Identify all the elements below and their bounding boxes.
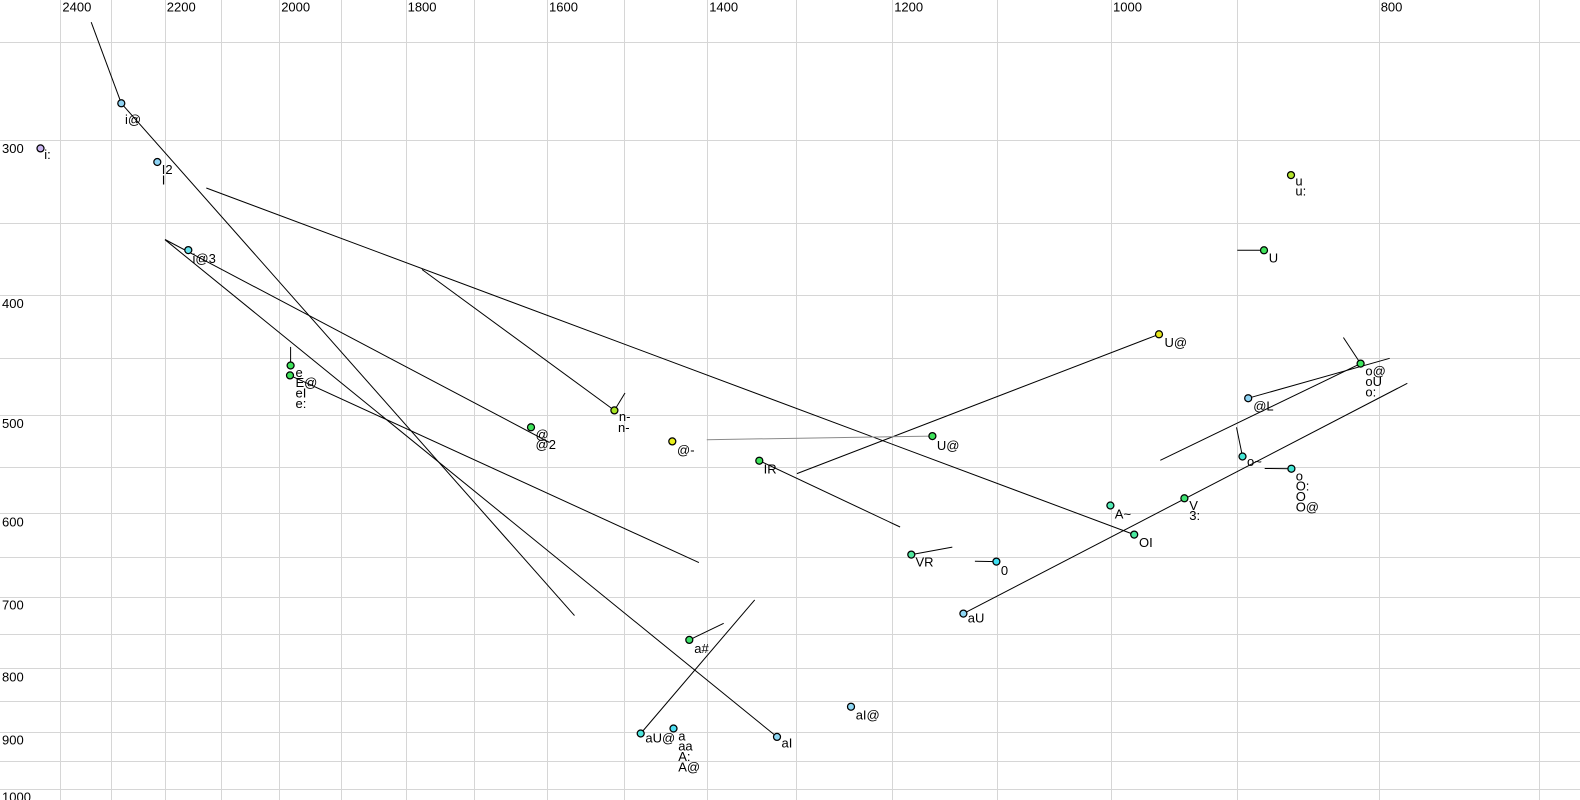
svg-text:oU: oU <box>1365 374 1382 389</box>
svg-text:@2: @2 <box>536 437 556 452</box>
svg-text:n-: n- <box>618 420 630 435</box>
svg-text:IR: IR <box>764 462 777 477</box>
svg-text:400: 400 <box>2 296 24 311</box>
svg-text:600: 600 <box>2 514 24 529</box>
svg-text:U: U <box>1269 251 1278 266</box>
svg-text:@: @ <box>536 427 549 442</box>
svg-text:a: a <box>678 728 686 743</box>
svg-text:1600: 1600 <box>549 0 578 15</box>
svg-text:aU@: aU@ <box>645 730 675 745</box>
svg-text:I2: I2 <box>162 162 173 177</box>
svg-text:A@: A@ <box>678 759 700 774</box>
svg-text:U@: U@ <box>937 438 960 453</box>
svg-text:aa: aa <box>678 739 693 754</box>
svg-text:2200: 2200 <box>167 0 196 15</box>
svg-text:0: 0 <box>1001 563 1008 578</box>
svg-text:300: 300 <box>2 141 24 156</box>
svg-text:500: 500 <box>2 416 24 431</box>
svg-text:800: 800 <box>2 669 24 684</box>
svg-text:1000: 1000 <box>1113 0 1142 15</box>
svg-text:o:: o: <box>1365 384 1376 399</box>
svg-text:800: 800 <box>1381 0 1403 15</box>
svg-text:@L: @L <box>1253 399 1273 414</box>
svg-text:1200: 1200 <box>894 0 923 15</box>
svg-text:aU: aU <box>968 611 985 626</box>
svg-text:O: O <box>1296 489 1306 504</box>
svg-text:aI: aI <box>782 735 793 750</box>
svg-text:i@3: i@3 <box>193 251 216 266</box>
svg-text:o: o <box>1296 468 1303 483</box>
svg-text:a#: a# <box>694 641 709 656</box>
svg-text:VR: VR <box>916 555 934 570</box>
svg-text:1000: 1000 <box>2 790 31 800</box>
svg-text:i:: i: <box>44 147 51 162</box>
svg-text:eI: eI <box>296 386 307 401</box>
svg-text:i@: i@ <box>125 112 141 127</box>
svg-text:V: V <box>1189 498 1198 513</box>
svg-text:1400: 1400 <box>709 0 738 15</box>
svg-text:aI@: aI@ <box>856 708 880 723</box>
svg-text:e:: e: <box>296 396 307 411</box>
svg-text:I: I <box>162 172 166 187</box>
svg-text:3:: 3: <box>1189 508 1200 523</box>
svg-text:e: e <box>296 365 303 380</box>
svg-text:OI: OI <box>1139 535 1153 550</box>
svg-text:900: 900 <box>2 733 24 748</box>
svg-text:O@: O@ <box>1296 499 1319 514</box>
svg-text:2400: 2400 <box>62 0 91 15</box>
svg-text:n-: n- <box>619 409 631 424</box>
svg-text:@-: @- <box>677 442 695 457</box>
svg-text:u: u <box>1295 173 1302 188</box>
svg-text:O:: O: <box>1296 479 1310 494</box>
svg-text:A:: A: <box>678 749 690 764</box>
svg-text:U@: U@ <box>1165 335 1188 350</box>
svg-text:o@: o@ <box>1365 364 1385 379</box>
svg-text:2000: 2000 <box>281 0 310 15</box>
svg-text:700: 700 <box>2 597 24 612</box>
svg-text:E@: E@ <box>296 375 318 390</box>
svg-text:1800: 1800 <box>408 0 437 15</box>
svg-text:A~: A~ <box>1115 507 1132 522</box>
svg-text:o~: o~ <box>1247 454 1262 469</box>
svg-text:u:: u: <box>1295 184 1306 199</box>
